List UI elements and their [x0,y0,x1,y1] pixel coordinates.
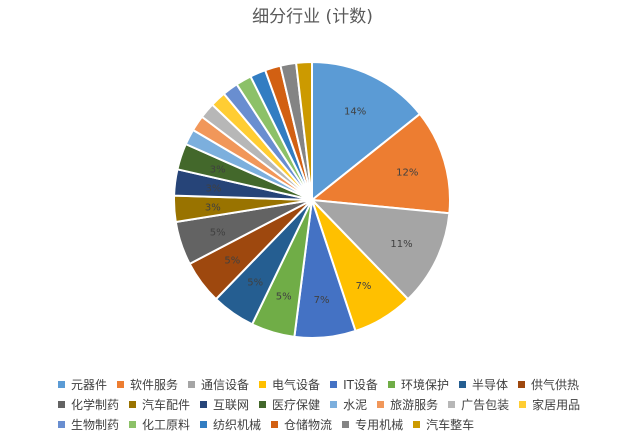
legend-swatch [413,421,421,428]
chart-legend: 元器件 软件服务 通信设备 电气设备 IT设备 环境保护 半导体 供气供热化学制药 汽车配件 互联… [58,376,598,433]
legend-swatch [200,421,208,428]
legend-label: 仓储物流 [284,418,333,432]
legend-label: 供气供热 [530,378,579,392]
legend-item-8: 化学制药 [58,396,119,413]
legend-swatch [58,381,65,388]
legend-label: 水泥 [343,398,368,412]
legend-label: 旅游服务 [390,398,439,412]
legend-item-6: 半导体 [458,376,508,393]
slice-data-label-7: 5% [224,255,240,266]
legend-swatch [129,401,137,408]
legend-label: 半导体 [471,378,508,392]
legend-item-16: 生物制药 [58,416,119,433]
legend-swatch [200,401,208,408]
slice-data-label-10: 3% [206,183,222,194]
slice-data-label-0: 14% [344,106,366,117]
legend-label: 医疗保健 [272,398,321,412]
legend-label: 纺织机械 [213,418,262,432]
legend-item-5: 环境保护 [387,376,449,393]
slice-data-label-9: 3% [205,202,221,213]
legend-label: 软件服务 [130,378,179,392]
legend-item-19: 仓储物流 [271,416,332,433]
slice-data-label-2: 11% [390,239,412,250]
legend-label: 广告包装 [461,398,510,412]
slice-data-label-4: 7% [314,295,330,306]
legend-item-14: 广告包装 [448,396,509,413]
slice-data-label-11: 3% [210,165,226,176]
legend-swatch [330,381,338,388]
slice-data-label-6: 5% [247,277,263,288]
legend-item-9: 汽车配件 [129,396,190,413]
legend-item-21: 汽车整车 [413,416,474,433]
legend-swatch [377,401,385,408]
pie-slice-0 [311,60,422,203]
legend-label: 元器件 [71,378,108,392]
legend-item-11: 医疗保健 [259,396,320,413]
legend-swatch [58,401,65,408]
slice-data-label-1: 12% [396,168,418,179]
legend-swatch [129,421,137,428]
pie-slice-21 [295,60,313,201]
legend-label: 互联网 [213,398,250,412]
legend-swatch [271,421,279,428]
legend-swatch [259,381,267,388]
legend-item-2: 通信设备 [188,376,249,393]
legend-swatch [188,381,196,388]
slice-data-label-8: 5% [210,227,226,238]
legend-swatch [517,381,525,388]
legend-label: 化工原料 [142,418,191,432]
legend-swatch [387,381,395,388]
slice-data-label-5: 5% [276,291,292,302]
legend-item-15: 家居用品 [519,396,580,413]
legend-label: 生物制药 [71,418,120,432]
legend-item-10: 互联网 [200,396,249,413]
legend-item-20: 专用机械 [342,416,403,433]
legend-swatch [259,401,267,408]
legend-swatch [58,421,65,428]
slice-data-label-3: 7% [356,281,372,292]
legend-item-18: 纺织机械 [200,416,261,433]
legend-swatch [342,421,350,428]
legend-swatch [519,401,527,408]
legend-item-7: 供气供热 [517,376,579,393]
legend-label: 家居用品 [532,398,581,412]
legend-item-17: 化工原料 [129,416,190,433]
legend-item-4: IT设备 [330,376,378,393]
legend-swatch [117,381,125,388]
legend-swatch [458,381,466,388]
pie-slice-2 [309,198,451,301]
legend-label: 汽车配件 [142,398,191,412]
legend-item-1: 软件服务 [117,376,178,393]
legend-item-3: 电气设备 [259,376,320,393]
chart-title: 细分行业 (计数) [252,7,373,27]
legend-label: 专用机械 [355,418,404,432]
legend-label: 电气设备 [272,378,321,392]
legend-label: 化学制药 [71,398,120,412]
legend-item-13: 旅游服务 [377,396,438,413]
legend-swatch [330,401,338,408]
legend-label: 通信设备 [201,378,250,392]
legend-swatch [448,401,456,408]
pie-slice-1 [309,112,451,215]
legend-label: IT设备 [343,378,378,392]
legend-item-12: 水泥 [330,396,367,413]
legend-label: 汽车整车 [426,418,475,432]
legend-label: 环境保护 [400,378,449,392]
legend-item-0: 元器件 [58,376,107,393]
